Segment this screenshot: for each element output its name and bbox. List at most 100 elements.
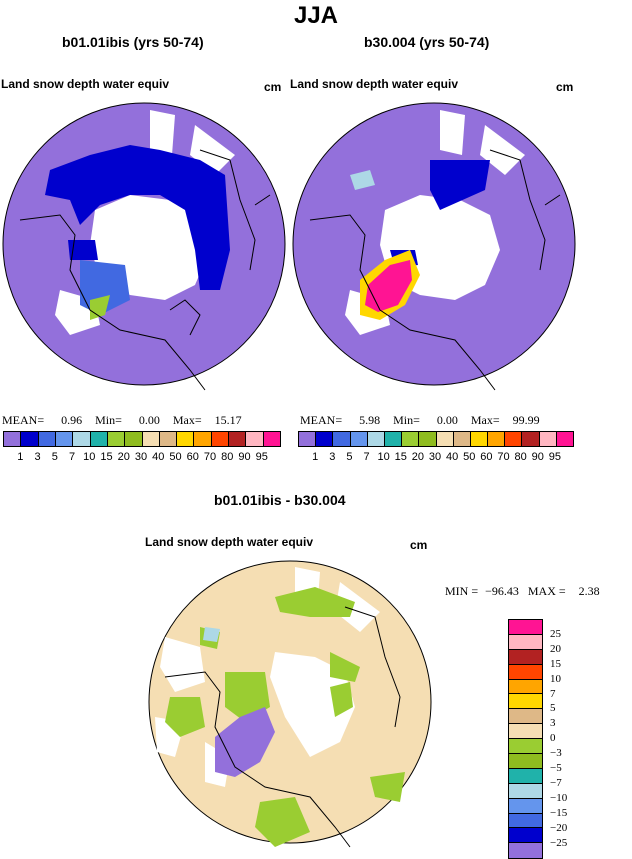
colorbar-swatch: [38, 432, 56, 446]
right-max-value: 99.99: [512, 413, 540, 427]
colorbar-label: 5: [550, 702, 556, 715]
colorbar-swatch: [556, 432, 573, 446]
colorbar-label: 7: [363, 451, 370, 463]
colorbar-label: 20: [117, 451, 130, 463]
colorbar-label: 15: [394, 451, 407, 463]
colorbar-swatch: [509, 694, 542, 710]
right-min-value: 0.00: [436, 413, 458, 427]
left-min-label: Min=: [95, 413, 122, 427]
left-min-value: 0.00: [138, 413, 160, 427]
colorbar-swatch: [509, 828, 542, 844]
colorbar-swatch: [509, 709, 542, 725]
left-max-label: Max=: [172, 413, 202, 427]
colorbar-swatch: [90, 432, 108, 446]
colorbar-label: 60: [480, 451, 493, 463]
colorbar-label: 50: [463, 451, 476, 463]
colorbar-label: 3: [34, 451, 41, 463]
colorbar-label: 80: [514, 451, 527, 463]
colorbar-swatch: [509, 649, 542, 665]
right-max-label: Max=: [470, 413, 500, 427]
season-title: JJA: [293, 2, 339, 29]
colorbar-label: 95: [255, 451, 268, 463]
right-colorbar: [298, 431, 574, 447]
colorbar-label: 10: [550, 672, 561, 685]
diff-unit-label: cm: [410, 538, 428, 552]
left-mean-value: 0.96: [61, 413, 83, 427]
colorbar-swatch: [229, 432, 247, 446]
colorbar-label: 20: [550, 642, 561, 655]
colorbar-label: 30: [428, 451, 442, 463]
right-polar-map: [292, 102, 576, 391]
left-colorbar: [3, 431, 281, 447]
colorbar-label: 7: [68, 451, 76, 463]
colorbar-swatch: [419, 432, 437, 446]
colorbar-label: −25: [550, 836, 568, 849]
left-polar-map: [2, 102, 286, 391]
colorbar-swatch: [509, 739, 542, 755]
diff-stats: MIN = −96.43 MAX = 2.38: [445, 584, 600, 599]
left-variable-label: Land snow depth water equiv: [1, 77, 170, 91]
colorbar-swatch: [470, 432, 489, 446]
left-panel-title: b01.01ibis (yrs 50-74): [62, 34, 204, 50]
colorbar-swatch: [509, 813, 542, 829]
colorbar-swatch: [4, 432, 22, 446]
colorbar-swatch: [194, 432, 212, 446]
colorbar-swatch: [159, 432, 178, 446]
colorbar-label: −15: [550, 806, 568, 819]
right-stats: MEAN= 5.98 Min= 0.00 Max= 99.99: [300, 413, 540, 428]
colorbar-swatch: [125, 432, 143, 446]
diff-panel-title: b01.01ibis - b30.004: [214, 492, 346, 508]
left-stats: MEAN= 0.96 Min= 0.00 Max= 15.17: [2, 413, 242, 428]
colorbar-label: −10: [550, 791, 568, 804]
colorbar-swatch: [488, 432, 506, 446]
colorbar-label: 90: [238, 451, 251, 463]
colorbar-label: 70: [497, 451, 510, 463]
colorbar-swatch: [384, 432, 403, 446]
colorbar-label: −5: [550, 762, 562, 774]
diff-max-value: 2.38: [578, 584, 600, 598]
diff-colorbar: [508, 619, 543, 859]
left-max-value: 15.17: [214, 413, 242, 427]
colorbar-label: 30: [134, 451, 148, 463]
colorbar-swatch: [522, 432, 540, 446]
colorbar-label: 80: [221, 451, 234, 463]
colorbar-swatch: [453, 432, 471, 446]
colorbar-swatch: [539, 432, 557, 446]
right-unit-label: cm: [556, 80, 574, 94]
diff-min-label: MIN =: [445, 584, 479, 598]
colorbar-swatch: [333, 432, 351, 446]
colorbar-label: −7: [550, 776, 562, 789]
colorbar-swatch: [177, 432, 195, 446]
colorbar-swatch: [509, 724, 542, 740]
colorbar-label: 60: [186, 451, 199, 463]
colorbar-swatch: [263, 432, 280, 446]
colorbar-label: 20: [411, 451, 424, 463]
colorbar-swatch: [509, 634, 542, 650]
diff-polar-map: [148, 560, 432, 848]
colorbar-label: 95: [548, 451, 561, 463]
colorbar-swatch: [509, 768, 542, 784]
colorbar-label: 40: [152, 451, 165, 463]
colorbar-swatch: [402, 432, 420, 446]
colorbar-swatch: [350, 432, 368, 446]
colorbar-swatch: [509, 798, 542, 814]
colorbar-swatch: [55, 432, 74, 446]
colorbar-label: 1: [17, 451, 24, 463]
right-variable-label: Land snow depth water equiv: [290, 77, 459, 91]
colorbar-label: 0: [550, 732, 556, 745]
left-mean-label: MEAN=: [2, 413, 45, 427]
left-unit-label: cm: [264, 80, 282, 94]
diff-max-label: MAX =: [527, 584, 566, 598]
colorbar-label: 3: [550, 717, 556, 730]
colorbar-swatch: [509, 754, 542, 769]
diff-min-value: −96.43: [485, 584, 519, 598]
colorbar-swatch: [509, 679, 542, 695]
colorbar-swatch: [316, 432, 334, 446]
colorbar-swatch: [21, 432, 39, 446]
colorbar-swatch: [246, 432, 264, 446]
right-panel-title: b30.004 (yrs 50-74): [364, 34, 490, 50]
colorbar-swatch: [509, 664, 542, 680]
colorbar-swatch: [299, 432, 317, 446]
right-min-label: Min=: [393, 413, 420, 427]
colorbar-swatch: [505, 432, 523, 446]
